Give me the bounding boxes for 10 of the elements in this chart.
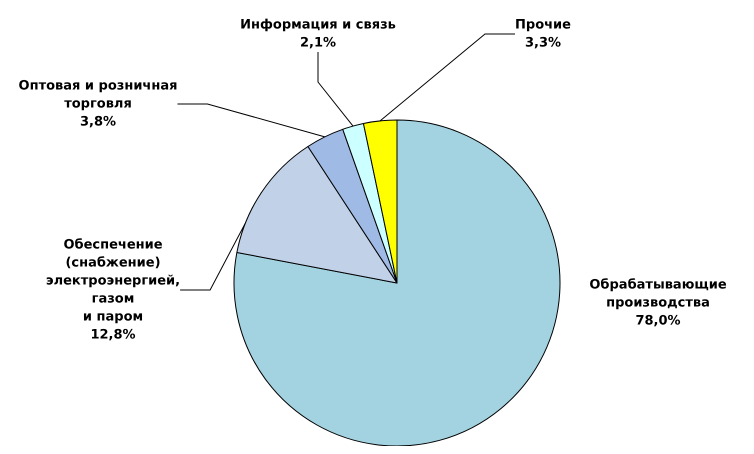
data-label: 78,0% [635, 314, 681, 328]
data-label: 3,3% [524, 36, 562, 50]
slice-label: Обеспечение (снабжение) электроэнергией, газом и паром [46, 238, 180, 324]
slice-label: Информация и связь [240, 18, 396, 32]
data-label: 12,8% [90, 328, 136, 342]
slice-label: Прочие [515, 18, 572, 32]
slice-label: Обрабатывающие производства [589, 278, 727, 310]
slice-label: Оптовая и розничная торговля [18, 78, 178, 112]
data-label: 2,1% [300, 36, 336, 50]
data-label: 3,8% [80, 114, 116, 130]
